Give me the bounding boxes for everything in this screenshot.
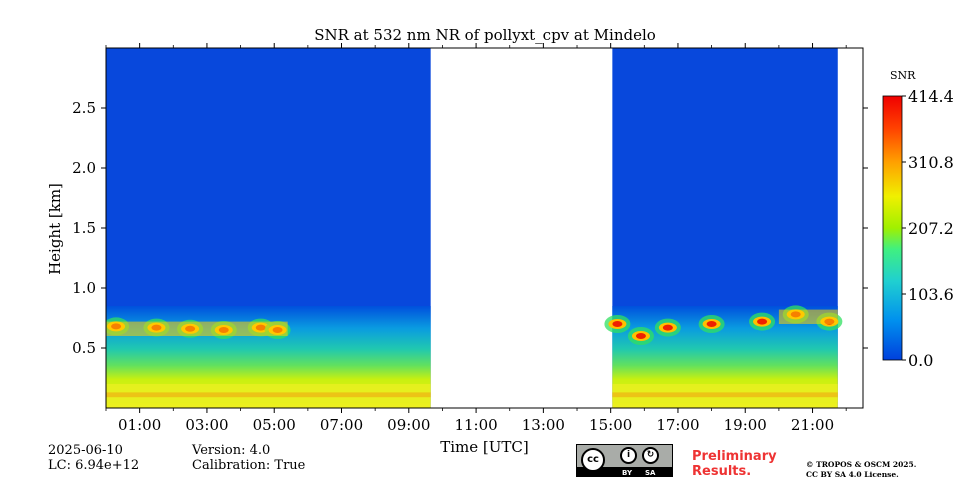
cc-logo-strip xyxy=(577,467,672,476)
version-text: Version: 4.0 xyxy=(192,443,271,458)
copyright-line-2: CC BY SA 4.0 License. xyxy=(806,470,899,479)
layer-strip-2 xyxy=(778,309,838,324)
x-tick-label-3: 05:00 xyxy=(253,416,296,434)
x-tick-label-4: 07:00 xyxy=(320,416,363,434)
x-axis: 01:00 03:00 05:00 07:00 09:00 11:00 13:00 15:00… xyxy=(105,43,847,434)
preliminary-results-note: Preliminary Results. xyxy=(692,449,777,479)
chart-title: SNR at 532 nm NR of pollyxt_cpv at Minde… xyxy=(314,26,656,44)
x-tick-label-11: 21:00 xyxy=(791,416,834,434)
colorbar-label: SNR xyxy=(890,69,916,82)
y-tick-label-5: 2.5 xyxy=(72,99,96,117)
x-tick-label-5: 09:00 xyxy=(387,416,430,434)
surface-band-core-2 xyxy=(612,392,838,398)
copyright-note: © TROPOS & OSCM 2025. CC BY SA 4.0 Licen… xyxy=(806,460,916,480)
date-text: 2025-06-10 xyxy=(48,443,123,458)
x-axis-label: Time [UTC] xyxy=(440,438,529,456)
x-tick-label-2: 03:00 xyxy=(185,416,228,434)
layer-core-9 xyxy=(662,324,673,331)
x-tick-label-1: 01:00 xyxy=(118,416,161,434)
y-tick-label-1: 0.5 xyxy=(72,339,96,357)
colorbar-ticks: 0.0 103.6 207.2 310.8 414.4 xyxy=(902,87,954,370)
y-axis-label: Height [km] xyxy=(46,183,64,275)
colorbar-tick-label-1: 0.0 xyxy=(908,351,933,370)
y-tick-label-3: 1.5 xyxy=(72,219,96,237)
x-tick-label-7: 13:00 xyxy=(522,416,565,434)
layer-core-10 xyxy=(706,321,717,327)
x-tick-label-10: 19:00 xyxy=(724,416,767,434)
attribution-icon: i xyxy=(620,447,637,464)
heatmap-layer xyxy=(106,48,843,408)
footer-date-lc: 2025-06-10 LC: 6.94e+12 xyxy=(48,443,139,473)
x-tick-label-8: 15:00 xyxy=(589,416,632,434)
colorbar-tick-label-3: 207.2 xyxy=(908,219,954,238)
colorbar-tick-label-2: 103.6 xyxy=(908,285,954,304)
copyright-line-1: © TROPOS & OSCM 2025. xyxy=(806,460,917,469)
layer-core-11 xyxy=(757,318,768,325)
layer-core-8 xyxy=(635,333,646,339)
cc-by-sa-logo: cc i ↻ BY SA xyxy=(576,444,673,477)
surface-band-core-1 xyxy=(106,392,431,398)
layer-strip-1 xyxy=(106,321,288,336)
colorbar-tick-label-5: 414.4 xyxy=(908,87,954,106)
footer-version-calibration: Version: 4.0 Calibration: True xyxy=(192,443,305,473)
y-tick-label-4: 2.0 xyxy=(72,159,96,177)
colorbar xyxy=(882,95,903,361)
y-axis: 0.5 1.0 1.5 2.0 2.5 xyxy=(72,99,868,357)
y-tick-label-2: 1.0 xyxy=(72,279,96,297)
cc-icon: cc xyxy=(581,448,605,472)
cc-by-label: BY xyxy=(622,469,633,477)
preliminary-line-1: Preliminary xyxy=(692,449,777,464)
x-tick-label-6: 11:00 xyxy=(454,416,497,434)
preliminary-line-2: Results. xyxy=(692,464,752,479)
cc-sa-label: SA xyxy=(645,469,656,477)
layer-core-7 xyxy=(612,321,623,327)
share-alike-icon: ↻ xyxy=(642,447,659,464)
colorbar-tick-label-4: 310.8 xyxy=(908,153,954,172)
calibration-text: Calibration: True xyxy=(192,458,306,473)
lc-text: LC: 6.94e+12 xyxy=(48,458,140,473)
x-tick-label-9: 17:00 xyxy=(656,416,699,434)
